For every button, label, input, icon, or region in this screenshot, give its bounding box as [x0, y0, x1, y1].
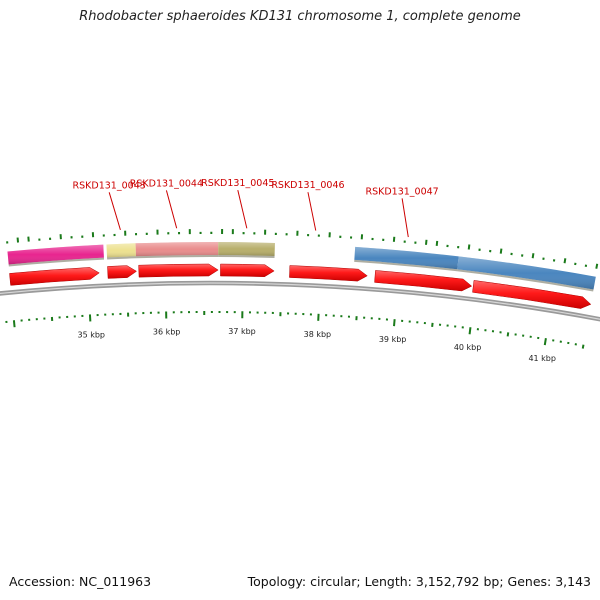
- scale-label: 41 kbp: [528, 354, 556, 363]
- gene-bar-shade: [7, 244, 104, 265]
- gene-label: RSKD131_0046: [271, 180, 344, 191]
- gene-bar-shade: [457, 256, 596, 290]
- gene-bar-edge: [456, 269, 594, 292]
- gene-bar-edge: [218, 255, 275, 258]
- scale-tick: [468, 327, 472, 335]
- cds-arrow: [138, 263, 219, 278]
- map-title: Rhodobacter sphaeroides KD131 chromosome…: [79, 9, 521, 24]
- gene-label: RSKD131_0047: [365, 186, 438, 197]
- gene-label: RSKD131_0043: [73, 180, 146, 191]
- gene-label-leader: [165, 190, 178, 229]
- scale-track: 35 kbp 36 kbp 37 kbp 38 kbp 39 kbp 40 kbp 41 k…: [5, 310, 585, 363]
- scale-label: 35 kbp: [78, 330, 106, 339]
- gc-dot: [563, 258, 567, 264]
- cds-arrow: [220, 263, 275, 277]
- gc-dot: [435, 240, 439, 247]
- gene-bar-shade: [354, 246, 459, 270]
- gene-bar-shade: [218, 242, 275, 256]
- cds-arrow: [9, 267, 100, 286]
- cds-track: [9, 263, 592, 309]
- gc-dot: [531, 253, 535, 259]
- backbone-highlight: [0, 282, 600, 320]
- gene-track: [7, 242, 596, 292]
- cds-arrow: [374, 270, 473, 292]
- gene-label-leader: [401, 198, 409, 238]
- genome-summary-text: Topology: circular; Length: 3,152,792 bp…: [247, 574, 591, 589]
- accession-text: Accession: NC_011963: [9, 574, 152, 589]
- scale-tick: [12, 320, 16, 328]
- gc-skew-track: [6, 229, 599, 269]
- gc-dot: [499, 248, 503, 254]
- scale-label: 40 kbp: [454, 343, 482, 352]
- gene-bar-edge: [354, 259, 458, 272]
- gene-bar-shade: [135, 242, 219, 257]
- scale-tick: [543, 338, 547, 346]
- gene-bar-edge: [8, 257, 105, 267]
- gene-label-track: RSKD131_0043RSKD131_0044RSKD131_0045RSKD…: [73, 178, 439, 238]
- cds-arrow: [472, 280, 592, 309]
- gene-bar-edge: [107, 256, 137, 260]
- scale-label: 36 kbp: [153, 327, 181, 336]
- gene-label-leader: [307, 192, 317, 231]
- scale-label: 37 kbp: [228, 327, 256, 336]
- gc-dot: [595, 263, 599, 269]
- scale-tick: [506, 332, 510, 337]
- gene-label: RSKD131_0044: [130, 178, 203, 189]
- gene-label-leader: [108, 192, 121, 230]
- gene-label: RSKD131_0045: [201, 178, 274, 189]
- cds-arrow: [289, 265, 368, 282]
- gene-label-leader: [237, 190, 248, 229]
- backbone-track: [0, 280, 600, 322]
- cds-arrow: [107, 265, 137, 279]
- scale-label: 38 kbp: [304, 330, 332, 339]
- scale-tick: [581, 344, 585, 349]
- scale-label: 39 kbp: [379, 335, 407, 344]
- gc-dot: [467, 244, 471, 250]
- gene-bar-edge: [136, 255, 219, 259]
- gene-bar-shade: [106, 243, 137, 258]
- scale-tick: [393, 319, 396, 327]
